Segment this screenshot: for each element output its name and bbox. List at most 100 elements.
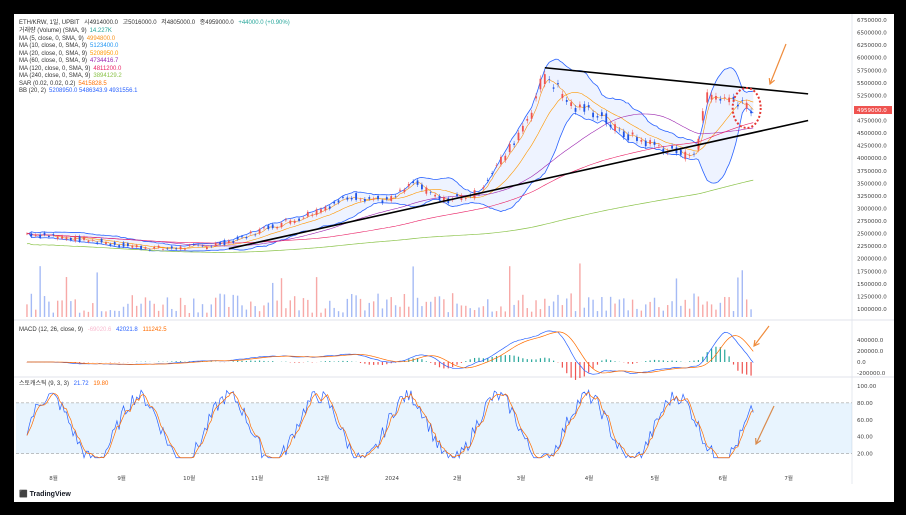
- legend-item[interactable]: BB (20, 2) 5208950.0 5486343.9 4931556.1: [19, 88, 140, 96]
- volume-bar: [188, 312, 191, 317]
- candle-body: [179, 246, 182, 250]
- macd-histogram-bar: [509, 355, 511, 362]
- macd-histogram-bar: [544, 357, 546, 362]
- candle-body: [504, 155, 507, 161]
- candle-body: [631, 132, 634, 135]
- price-tick-label: 2750000.0: [857, 219, 887, 225]
- volume-bar: [135, 305, 138, 317]
- candle-body: [153, 247, 156, 249]
- macd-histogram-bar: [728, 356, 730, 362]
- volume-bar: [605, 310, 607, 317]
- legend-item[interactable]: MA (10, close, 0, SMA, 9) 5123400.0: [19, 43, 121, 51]
- legend-item[interactable]: SAR (0.02, 0.02, 0.2) 5415828.5: [19, 81, 110, 89]
- volume-bar: [83, 310, 85, 317]
- candle-body: [131, 245, 134, 248]
- x-tick-label: 11월: [251, 474, 263, 482]
- volume-bar: [671, 301, 673, 317]
- chart-svg[interactable]: 6750000.0 6500000.0 6250000.0 6000000.0 5750…: [14, 14, 894, 502]
- volume-bar: [52, 312, 55, 317]
- candle-body: [548, 79, 551, 81]
- candle-body: [157, 245, 160, 248]
- macd-histogram-bar: [460, 362, 463, 363]
- macd-histogram-bar: [263, 360, 265, 362]
- candle-body: [381, 200, 384, 204]
- candle-body: [302, 217, 305, 219]
- macd-histogram-bar: [680, 361, 682, 362]
- candle-body: [745, 102, 748, 109]
- legend-item[interactable]: MA (120, close, 0, SMA, 9) 4811200.0: [19, 66, 124, 74]
- macd-histogram-bar: [645, 361, 647, 362]
- macd-histogram-bar: [175, 361, 177, 362]
- macd-histogram-bar: [706, 352, 708, 362]
- macd-legend: MACD (12, 26, close, 9) -69020.6 42021.8…: [19, 327, 170, 335]
- volume-bar: [254, 306, 256, 317]
- volume-bar: [460, 305, 463, 317]
- volume-bar: [421, 306, 423, 317]
- volume-bar: [372, 301, 375, 317]
- change-value: +44000.0 (+0.90%): [238, 20, 290, 26]
- volume-bar: [245, 309, 248, 317]
- macd-histogram-bar: [526, 359, 528, 362]
- candle-body: [679, 149, 682, 155]
- bollinger-band-fill: [26, 59, 754, 252]
- candle-body: [627, 134, 630, 141]
- legend-item[interactable]: MA (240, close, 0, SMA, 9) 3894129.2: [19, 73, 125, 81]
- stoch-k-value: 21.72: [73, 381, 89, 387]
- macd-tick-label: -200000.0: [857, 371, 886, 377]
- candle-body: [113, 242, 116, 245]
- volume-bar: [482, 306, 485, 317]
- legend-item[interactable]: MA (60, close, 0, SMA, 9) 4734416.7: [19, 58, 121, 66]
- volume-bar: [193, 298, 195, 317]
- macd-histogram-bar: [232, 361, 234, 362]
- legend-item[interactable]: MA (5, close, 0, SMA, 9) 4994800.0: [19, 36, 118, 44]
- volume-bar: [355, 295, 357, 317]
- volume-bar: [250, 301, 252, 317]
- macd-tick-label: 400000.0: [857, 338, 884, 344]
- candle-body: [706, 92, 709, 103]
- macd-histogram-bar: [237, 360, 239, 362]
- price-tick-label: 4250000.0: [857, 144, 887, 150]
- price-tick-label: 1000000.0: [857, 307, 887, 313]
- macd-histogram-bar: [250, 360, 252, 362]
- legend-item[interactable]: MA (20, close, 0, SMA, 9) 5208950.0: [19, 51, 121, 59]
- volume-bar: [377, 293, 379, 317]
- macd-histogram-bar: [636, 362, 638, 363]
- macd-histogram-bar: [746, 362, 748, 375]
- volume-bar: [289, 300, 291, 317]
- legend-value: 5208950.0: [90, 50, 119, 57]
- tradingview-logo[interactable]: ⬛ TradingView: [19, 490, 71, 498]
- candle-body: [723, 97, 726, 98]
- candle-body: [429, 192, 432, 193]
- volume-bar: [574, 311, 577, 317]
- candle-body: [701, 111, 704, 121]
- candle-body: [737, 104, 739, 107]
- candle-body: [346, 197, 349, 200]
- x-tick-label: 3월: [517, 474, 526, 482]
- macd-histogram-bar: [179, 361, 182, 362]
- volume-bar: [609, 296, 612, 317]
- volume-bar: [587, 297, 590, 317]
- macd-histogram-bar: [79, 362, 81, 363]
- candle-body: [416, 180, 419, 185]
- volume-bar: [166, 297, 169, 317]
- candle-body: [741, 100, 744, 101]
- candle-body: [100, 238, 103, 243]
- candle-body: [385, 197, 388, 200]
- legend-item[interactable]: 거래량 (Volume) (SMA, 9) 14.227K: [19, 28, 115, 36]
- x-tick-label: 6월: [719, 474, 728, 482]
- candle-body: [526, 118, 529, 121]
- candle-body: [241, 236, 243, 238]
- volume-bar: [39, 266, 41, 317]
- volume-bar: [552, 301, 555, 317]
- volume-bar: [662, 310, 664, 317]
- volume-bar: [456, 303, 458, 317]
- candle-body: [30, 233, 33, 237]
- volume-bar: [390, 297, 392, 317]
- candle-body: [662, 148, 665, 153]
- ma-5-line: [26, 78, 754, 250]
- volume-bar: [92, 303, 94, 317]
- price-tick-label: 4500000.0: [857, 131, 887, 137]
- legend-value: 5208950.0 5486343.9 4931556.1: [49, 88, 138, 94]
- volume-bar: [329, 300, 331, 317]
- macd-hist-value: -69020.6: [87, 327, 112, 333]
